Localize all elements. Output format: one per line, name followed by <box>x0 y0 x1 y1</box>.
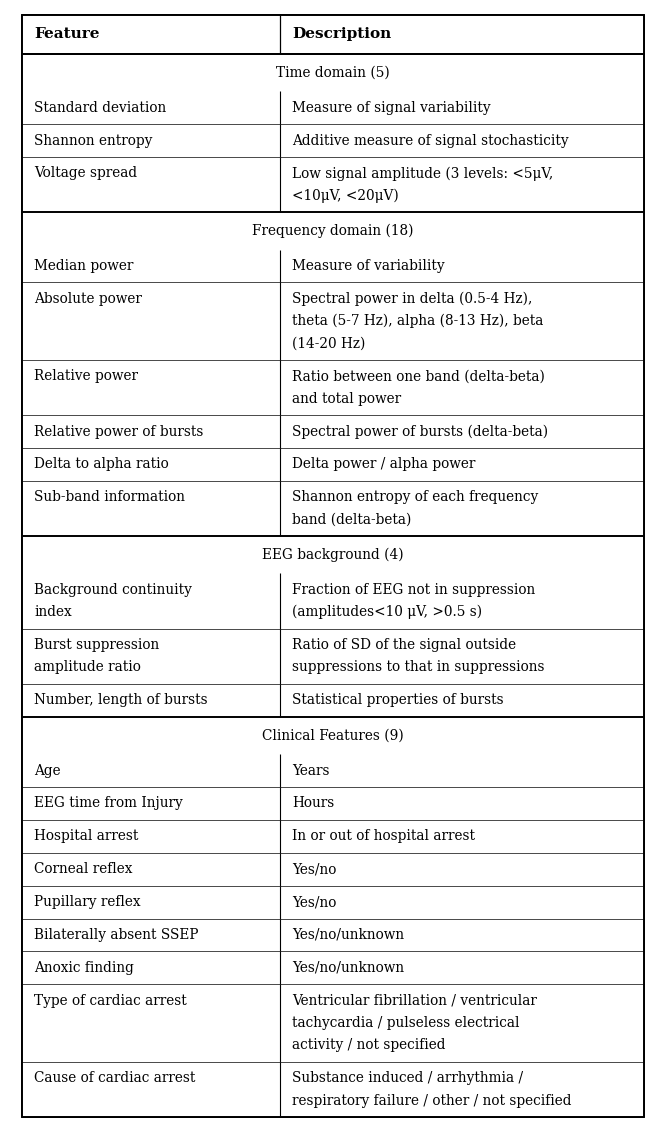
Text: Feature: Feature <box>34 27 99 42</box>
Bar <box>22 212 644 249</box>
Text: Burst suppression: Burst suppression <box>34 638 159 652</box>
Bar <box>22 628 644 684</box>
Text: theta (5-7 Hz), alpha (8-13 Hz), beta: theta (5-7 Hz), alpha (8-13 Hz), beta <box>292 314 543 328</box>
Text: Hospital arrest: Hospital arrest <box>34 830 139 843</box>
Text: (amplitudes<10 μV, >0.5 s): (amplitudes<10 μV, >0.5 s) <box>292 604 482 619</box>
Text: Fraction of EEG not in suppression: Fraction of EEG not in suppression <box>292 583 535 597</box>
Bar <box>22 820 644 852</box>
Text: Median power: Median power <box>34 259 133 273</box>
Bar <box>22 918 644 951</box>
Bar <box>22 157 644 212</box>
Text: Low signal amplitude (3 levels: <5μV,: Low signal amplitude (3 levels: <5μV, <box>292 166 553 181</box>
Text: Time domain (5): Time domain (5) <box>276 66 390 79</box>
Text: Yes/no: Yes/no <box>292 895 336 909</box>
Text: Voltage spread: Voltage spread <box>34 166 137 180</box>
Text: Yes/no: Yes/no <box>292 863 336 876</box>
Text: Hours: Hours <box>292 797 334 811</box>
Text: Statistical properties of bursts: Statistical properties of bursts <box>292 693 503 708</box>
Text: Absolute power: Absolute power <box>34 292 142 306</box>
Text: Corneal reflex: Corneal reflex <box>34 863 133 876</box>
Bar <box>22 717 644 754</box>
Bar <box>22 283 644 360</box>
Bar <box>22 574 644 628</box>
Text: Cause of cardiac arrest: Cause of cardiac arrest <box>34 1071 195 1086</box>
Text: Spectral power in delta (0.5-4 Hz),: Spectral power in delta (0.5-4 Hz), <box>292 292 533 306</box>
Bar <box>22 537 644 574</box>
Text: suppressions to that in suppressions: suppressions to that in suppressions <box>292 660 545 675</box>
Text: Measure of variability: Measure of variability <box>292 259 445 273</box>
Text: and total power: and total power <box>292 392 401 405</box>
Text: Delta power / alpha power: Delta power / alpha power <box>292 457 476 471</box>
Text: Number, length of bursts: Number, length of bursts <box>34 693 208 708</box>
Text: Pupillary reflex: Pupillary reflex <box>34 895 141 909</box>
Text: Shannon entropy: Shannon entropy <box>34 134 153 147</box>
Text: Ventricular fibrillation / ventricular: Ventricular fibrillation / ventricular <box>292 994 537 1007</box>
Text: Spectral power of bursts (delta-beta): Spectral power of bursts (delta-beta) <box>292 424 548 439</box>
Text: In or out of hospital arrest: In or out of hospital arrest <box>292 830 475 843</box>
Text: Clinical Features (9): Clinical Features (9) <box>262 729 404 743</box>
Text: Relative power of bursts: Relative power of bursts <box>34 424 203 438</box>
Text: respiratory failure / other / not specified: respiratory failure / other / not specif… <box>292 1094 571 1107</box>
Bar <box>22 754 644 787</box>
Bar <box>22 684 644 717</box>
Text: Frequency domain (18): Frequency domain (18) <box>252 224 414 238</box>
Text: index: index <box>34 606 72 619</box>
Text: Description: Description <box>292 27 392 42</box>
Text: Standard deviation: Standard deviation <box>34 101 167 114</box>
Bar <box>22 787 644 820</box>
Text: Delta to alpha ratio: Delta to alpha ratio <box>34 457 168 471</box>
Text: Background continuity: Background continuity <box>34 583 192 597</box>
Text: tachycardia / pulseless electrical: tachycardia / pulseless electrical <box>292 1017 519 1030</box>
Text: Ratio between one band (delta-beta): Ratio between one band (delta-beta) <box>292 369 545 384</box>
Text: Anoxic finding: Anoxic finding <box>34 961 134 975</box>
Bar <box>22 885 644 918</box>
Bar <box>22 951 644 985</box>
Text: amplitude ratio: amplitude ratio <box>34 660 141 675</box>
Text: Yes/no/unknown: Yes/no/unknown <box>292 928 404 942</box>
Text: Bilaterally absent SSEP: Bilaterally absent SSEP <box>34 928 198 942</box>
Text: Ratio of SD of the signal outside: Ratio of SD of the signal outside <box>292 638 516 652</box>
Text: activity / not specified: activity / not specified <box>292 1038 446 1053</box>
Text: Shannon entropy of each frequency: Shannon entropy of each frequency <box>292 490 538 505</box>
Text: Yes/no/unknown: Yes/no/unknown <box>292 961 404 975</box>
Text: Age: Age <box>34 764 61 778</box>
Text: Relative power: Relative power <box>34 369 138 384</box>
Text: Years: Years <box>292 764 330 778</box>
Text: EEG time from Injury: EEG time from Injury <box>34 797 182 811</box>
Bar <box>22 481 644 537</box>
Text: band (delta-beta): band (delta-beta) <box>292 513 412 526</box>
Text: (14-20 Hz): (14-20 Hz) <box>292 336 366 351</box>
Bar <box>22 852 644 885</box>
Text: <10μV, <20μV): <10μV, <20μV) <box>292 189 399 203</box>
Bar <box>22 448 644 481</box>
Bar <box>22 15 644 53</box>
Bar <box>22 125 644 157</box>
Bar <box>22 360 644 415</box>
Text: EEG background (4): EEG background (4) <box>262 548 404 561</box>
Bar <box>22 1062 644 1117</box>
Bar <box>22 985 644 1062</box>
Text: Substance induced / arrhythmia /: Substance induced / arrhythmia / <box>292 1071 523 1086</box>
Text: Type of cardiac arrest: Type of cardiac arrest <box>34 994 186 1007</box>
Bar <box>22 415 644 448</box>
Bar <box>22 249 644 283</box>
Bar <box>22 92 644 125</box>
Text: Sub-band information: Sub-band information <box>34 490 185 505</box>
Text: Measure of signal variability: Measure of signal variability <box>292 101 491 114</box>
Bar <box>22 53 644 92</box>
Text: Additive measure of signal stochasticity: Additive measure of signal stochasticity <box>292 134 569 147</box>
